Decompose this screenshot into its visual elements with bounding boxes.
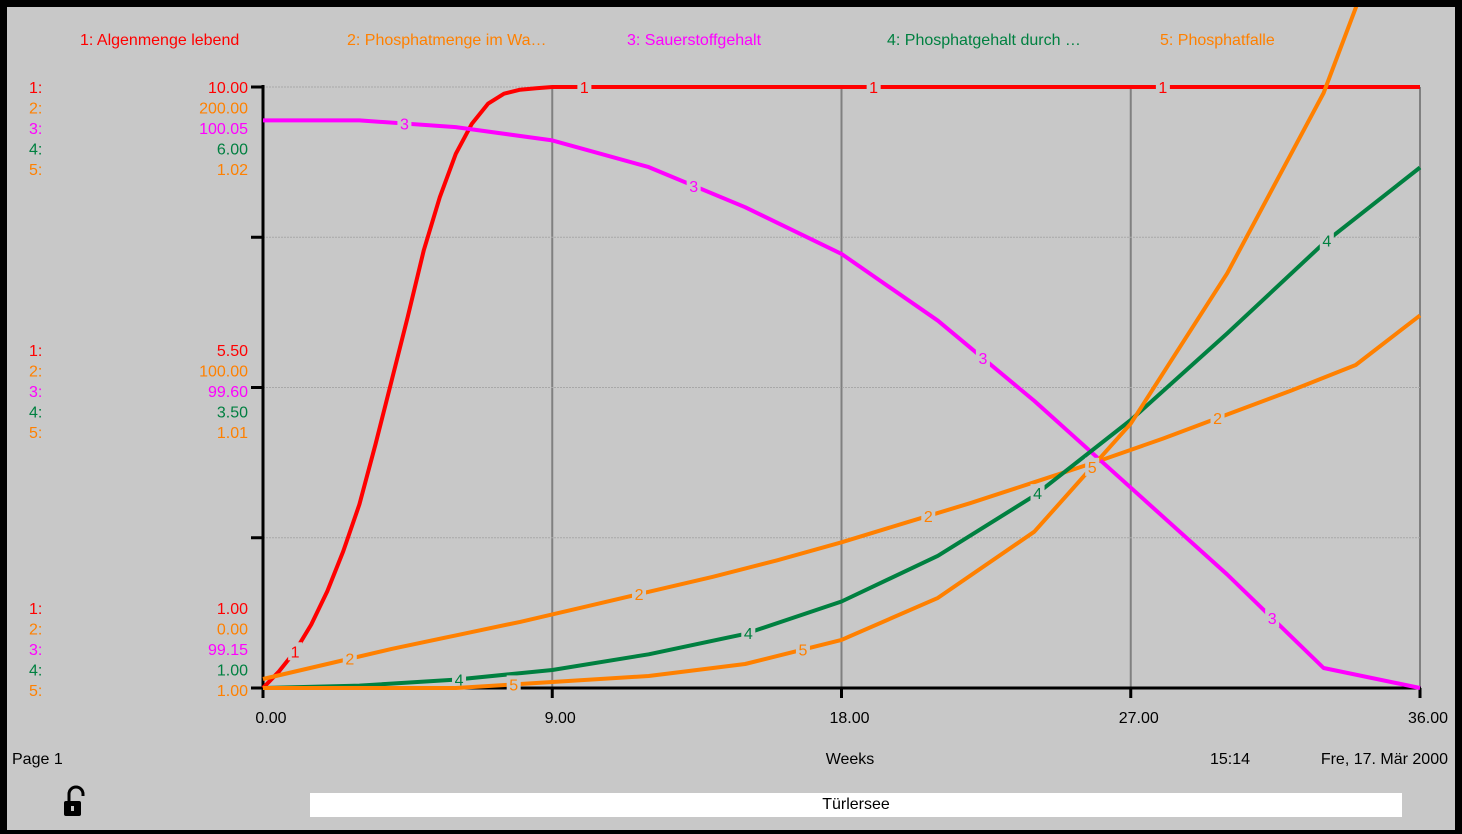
x-tick-label: 9.00 (545, 710, 576, 727)
series-marker-box (1265, 609, 1280, 628)
x-tick-label: 36.00 (1408, 710, 1448, 727)
y-label-id-middle: 4: (29, 405, 42, 422)
series-marker: 4 (744, 626, 753, 643)
series-marker: 1 (291, 644, 300, 661)
y-tick-label-bottom: 1.00 (217, 683, 248, 700)
series-marker-box (577, 78, 592, 96)
y-tick-label-middle: 3.50 (217, 405, 248, 422)
y-label-id-middle: 2: (29, 364, 42, 381)
x-tick-label: 0.00 (255, 710, 286, 727)
chart-window: 0.00 9.00 18.00 27.00 36.00 1: 10.00 2: 200.00 3:… (7, 7, 1455, 830)
series-marker-box (866, 78, 881, 96)
series-marker: 5 (509, 677, 518, 694)
series-marker-box (1030, 484, 1045, 503)
series-marker-box (288, 642, 303, 661)
series-marker-box (342, 649, 357, 668)
series-marker: 4 (1033, 486, 1042, 503)
y-label-id-bottom: 3: (29, 642, 42, 659)
series-marker: 1 (580, 80, 589, 97)
y-tick-label-top: 100.05 (199, 121, 248, 138)
y-tick-label-middle: 1.01 (217, 425, 248, 442)
y-label-id-middle: 3: (29, 384, 42, 401)
y-tick-label-middle: 99.60 (208, 384, 248, 401)
y-label-id-top: 3: (29, 121, 42, 138)
series-marker-box (686, 176, 701, 195)
y-label-id-middle: 1: (29, 343, 42, 360)
lock-open-icon[interactable] (64, 785, 85, 816)
series-marker-box (975, 349, 990, 368)
x-tick-label: 27.00 (1119, 710, 1159, 727)
series-marker: 4 (455, 672, 464, 689)
y-tick-label-bottom: 1.00 (217, 663, 248, 680)
series-marker: 2 (1213, 411, 1222, 428)
x-axis-label: Weeks (826, 751, 875, 768)
y-tick-label-top: 6.00 (217, 142, 248, 159)
line-chart: 0.00 9.00 18.00 27.00 36.001: 10.002: 200.003:… (12, 7, 1448, 816)
model-title-bar: Türlersee (310, 793, 1402, 817)
series-marker: 5 (798, 643, 807, 660)
y-label-id-top: 1: (29, 80, 42, 97)
page-label: Page 1 (12, 751, 63, 768)
series-line (262, 313, 1422, 681)
series-marker: 3 (400, 117, 409, 134)
series-line (263, 118, 1421, 690)
x-tick-label: 18.00 (829, 710, 869, 727)
series-marker: 1 (869, 80, 878, 97)
legend-entry: 5: Phosphatfalle (1160, 32, 1275, 49)
series-marker-box (1210, 409, 1225, 428)
series-marker: 1 (1158, 80, 1167, 97)
series-marker: 5 (1088, 460, 1097, 477)
series-marker-box (632, 585, 647, 604)
y-label-id-top: 4: (29, 142, 42, 159)
y-tick-label-bottom: 99.15 (208, 642, 248, 659)
series-marker: 3 (978, 351, 987, 368)
series-marker-box (506, 675, 521, 694)
series-marker: 3 (689, 179, 698, 196)
legend-entry: 3: Sauerstoffgehalt (627, 32, 762, 49)
series-line (263, 7, 1359, 690)
y-tick-label-middle: 100.00 (199, 364, 248, 381)
series-marker: 3 (1268, 611, 1277, 628)
series-marker-box (1085, 457, 1100, 476)
y-label-id-middle: 5: (29, 425, 42, 442)
legend-entry: 2: Phosphatmenge im Wa… (347, 32, 547, 49)
y-label-id-bottom: 4: (29, 663, 42, 680)
legend-entry: 1: Algenmenge lebend (80, 32, 239, 49)
series-marker-box (1155, 78, 1170, 96)
series-marker: 2 (345, 652, 354, 669)
y-tick-label-bottom: 0.00 (217, 622, 248, 639)
series-marker-box (795, 640, 810, 659)
timestamp-date: Fre, 17. Mär 2000 (1321, 751, 1448, 768)
y-tick-label-middle: 5.50 (217, 343, 248, 360)
y-label-id-top: 5: (29, 162, 42, 179)
series-marker-box (741, 623, 756, 642)
series-marker-box (921, 506, 936, 525)
series-marker: 2 (635, 587, 644, 604)
y-tick-label-bottom: 1.00 (217, 601, 248, 618)
series-marker: 2 (924, 509, 933, 526)
y-tick-label-top: 10.00 (208, 80, 248, 97)
series-marker-box (1319, 231, 1334, 250)
y-label-id-bottom: 2: (29, 622, 42, 639)
series-marker-box (452, 670, 467, 689)
legend-entry: 4: Phosphatgehalt durch … (887, 32, 1081, 49)
y-tick-label-top: 200.00 (199, 101, 248, 118)
series-marker: 4 (1322, 234, 1331, 251)
y-label-id-bottom: 5: (29, 683, 42, 700)
y-label-id-top: 2: (29, 101, 42, 118)
series-marker-box (397, 114, 412, 133)
timestamp-time: 15:14 (1210, 751, 1250, 768)
y-label-id-bottom: 1: (29, 601, 42, 618)
y-tick-label-top: 1.02 (217, 162, 248, 179)
